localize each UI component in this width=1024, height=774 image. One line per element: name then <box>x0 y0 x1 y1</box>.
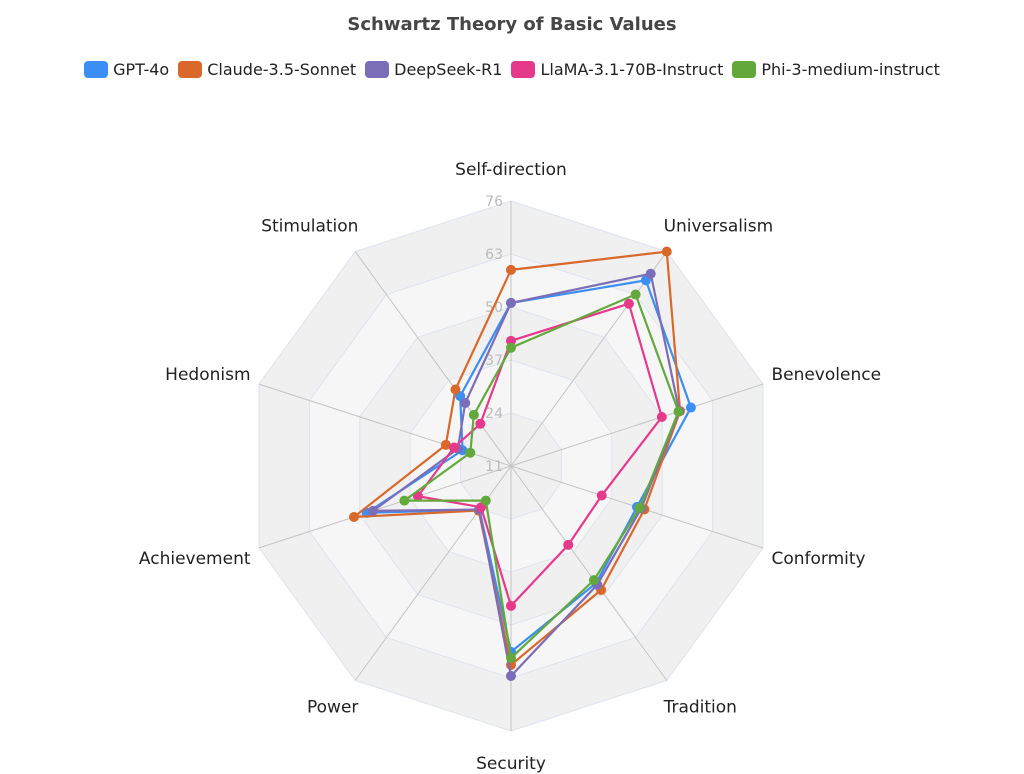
chart-title: Schwartz Theory of Basic Values <box>347 14 677 35</box>
data-point[interactable] <box>563 539 574 550</box>
data-point[interactable] <box>450 384 461 395</box>
data-point[interactable] <box>634 502 645 513</box>
legend-item-phi[interactable]: Phi-3-medium-instruct <box>732 60 940 79</box>
axis-line <box>258 465 512 549</box>
tick-label: 24 <box>485 406 503 422</box>
data-point[interactable] <box>506 653 516 664</box>
legend-item-llama[interactable]: LlaMA-3.1-70B-Instruct <box>511 60 723 79</box>
axis-label-conformity: Conformity <box>771 549 865 569</box>
legend-label: LlaMA-3.1-70B-Instruct <box>540 60 724 79</box>
data-point[interactable] <box>465 447 476 458</box>
series-llama-3-1-70b-instruct[interactable] <box>412 298 667 611</box>
legend-swatch <box>511 61 536 78</box>
axis-label-achievement: Achievement <box>139 549 251 569</box>
data-point[interactable] <box>460 398 471 409</box>
axis-label-universalism: Universalism <box>664 217 774 237</box>
legend-item-deepseek[interactable]: DeepSeek-R1 <box>365 60 502 79</box>
data-point[interactable] <box>506 264 516 275</box>
data-point[interactable] <box>506 670 516 681</box>
data-point[interactable] <box>399 495 410 506</box>
legend-swatch <box>732 61 757 78</box>
series-phi-3-medium-instruct[interactable] <box>399 289 684 664</box>
legend-label: Claude-3.5-Sonnet <box>207 60 357 79</box>
axis-line <box>510 465 668 681</box>
tick-label: 37 <box>485 353 503 369</box>
data-point[interactable] <box>348 512 359 523</box>
legend-swatch <box>84 61 109 78</box>
data-point[interactable] <box>656 411 667 422</box>
radar-series <box>348 246 696 681</box>
axis-label-tradition: Tradition <box>663 697 737 717</box>
tick-label: 63 <box>485 247 503 263</box>
data-point[interactable] <box>475 418 486 429</box>
tick-label: 76 <box>485 194 503 210</box>
axis-label-hedonism: Hedonism <box>165 365 250 385</box>
axis-line <box>354 251 512 467</box>
axis-label-power: Power <box>307 697 358 717</box>
data-point[interactable] <box>685 402 696 413</box>
data-point[interactable] <box>630 289 641 300</box>
legend-swatch <box>365 61 390 78</box>
data-point[interactable] <box>506 297 516 308</box>
axis-label-security: Security <box>476 754 546 774</box>
data-point[interactable] <box>645 268 656 279</box>
legend-item-claude[interactable]: Claude-3.5-Sonnet <box>178 60 356 79</box>
legend-label: GPT-4o <box>113 60 170 79</box>
data-point[interactable] <box>588 575 599 586</box>
legend-item-gpt-4o[interactable]: GPT-4o <box>84 60 169 79</box>
data-point[interactable] <box>367 505 378 516</box>
axis-label-stimulation: Stimulation <box>261 217 358 237</box>
legend: GPT-4o Claude-3.5-Sonnet DeepSeek-R1 Lla… <box>0 60 1024 79</box>
data-point[interactable] <box>623 298 634 309</box>
data-point[interactable] <box>673 406 684 417</box>
data-point[interactable] <box>506 342 516 353</box>
legend-swatch <box>178 61 203 78</box>
data-point[interactable] <box>440 439 451 450</box>
axis-label-self-direction: Self-direction <box>455 160 567 180</box>
axis-label-benevolence: Benevolence <box>771 365 881 385</box>
legend-label: Phi-3-medium-instruct <box>761 60 940 79</box>
data-point[interactable] <box>596 490 607 501</box>
legend-label: DeepSeek-R1 <box>394 60 503 79</box>
data-point[interactable] <box>449 442 460 453</box>
radar-axis-labels: Self-direction Universalism Benevolence Con… <box>139 160 881 774</box>
data-point[interactable] <box>661 246 672 257</box>
axis-line <box>510 383 764 467</box>
data-point[interactable] <box>468 409 479 420</box>
tick-label: 11 <box>485 459 503 475</box>
data-point[interactable] <box>506 600 516 611</box>
data-point[interactable] <box>506 335 516 346</box>
axis-line <box>510 251 668 467</box>
data-point[interactable] <box>480 495 491 506</box>
